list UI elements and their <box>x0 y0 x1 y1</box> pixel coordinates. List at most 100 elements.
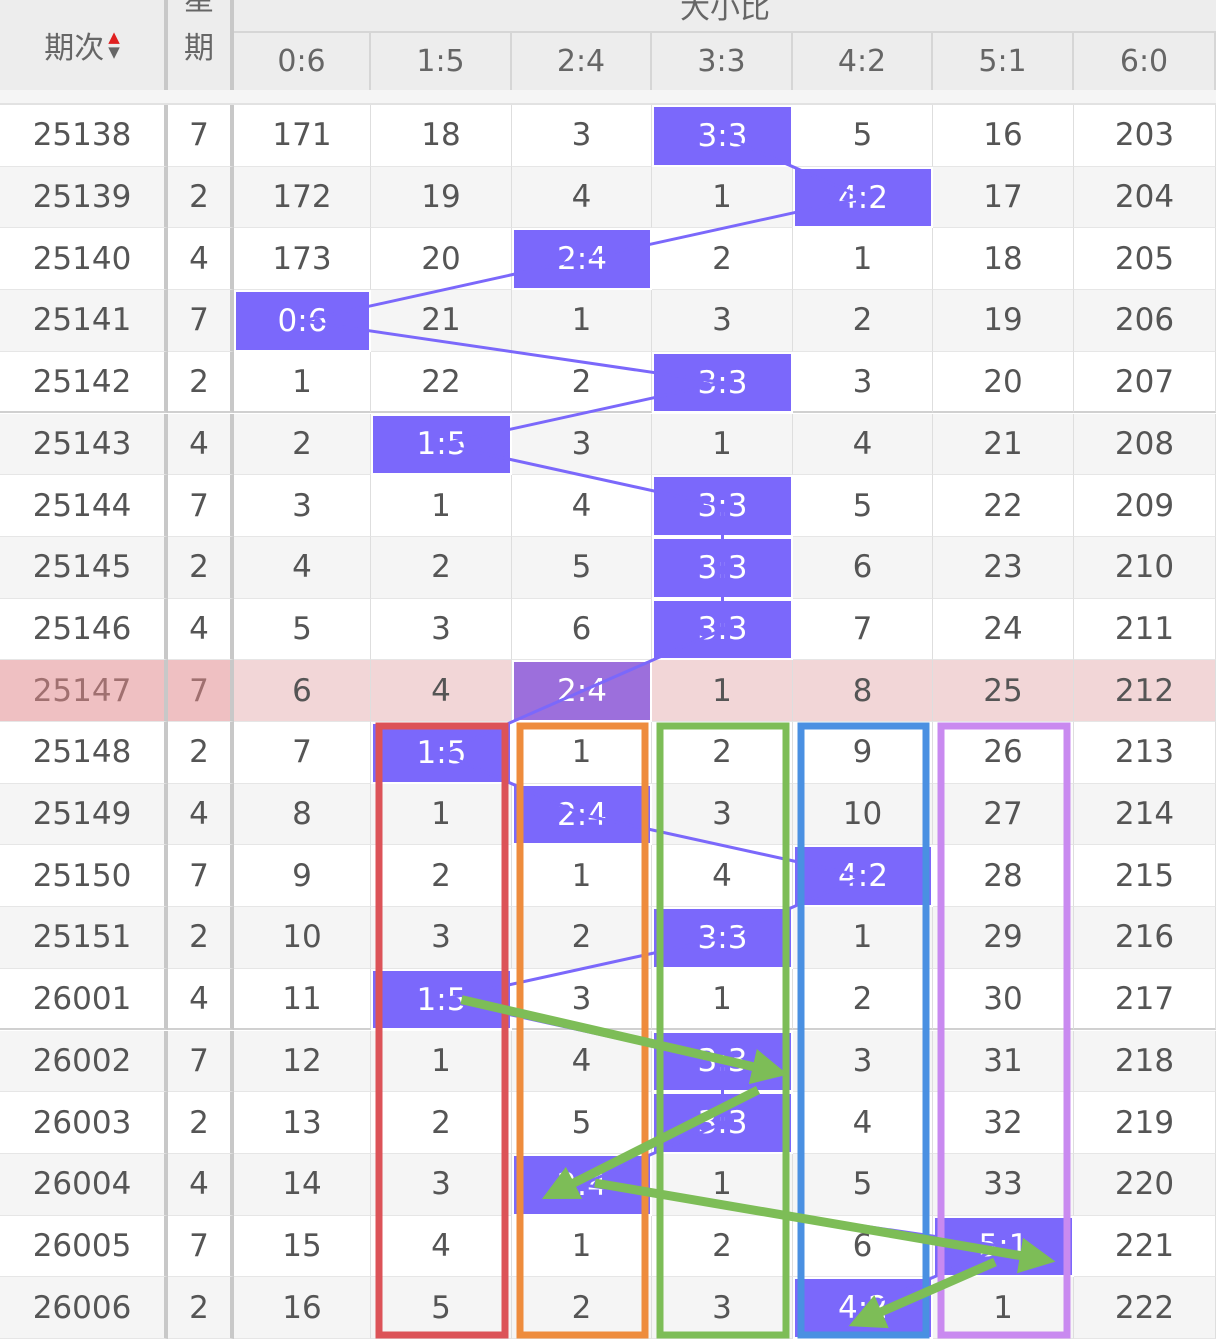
weekday-header-line2: 期 <box>184 31 214 66</box>
miss-cell: 19 <box>371 166 512 229</box>
period-header[interactable]: 期次 ▲ ▼ <box>0 0 168 90</box>
miss-cell: 16 <box>234 1277 371 1339</box>
weekday-cell: 2 <box>168 1277 234 1339</box>
period-cell: 26002 <box>0 1030 168 1093</box>
miss-cell: 6 <box>234 660 371 722</box>
weekday-cell: 4 <box>168 783 234 846</box>
miss-cell: 4 <box>652 845 793 908</box>
miss-cell: 10 <box>793 783 933 846</box>
miss-cell: 6 <box>793 1215 933 1278</box>
miss-cell: 3 <box>371 1153 512 1216</box>
period-cell: 25147 <box>0 660 168 722</box>
miss-cell: 1 <box>234 351 371 414</box>
miss-cell: 3 <box>371 907 512 969</box>
miss-cell: 4 <box>371 1215 512 1278</box>
weekday-cell: 2 <box>168 907 234 969</box>
hit-cell: 3:3 <box>652 351 793 414</box>
sort-up-icon[interactable]: ▲ <box>108 28 120 46</box>
miss-cell: 2 <box>512 1277 652 1339</box>
miss-cell: 3 <box>652 783 793 846</box>
miss-cell: 15 <box>234 1215 371 1278</box>
miss-cell: 1 <box>933 1277 1074 1339</box>
miss-cell: 5 <box>793 105 933 167</box>
miss-cell: 5 <box>512 536 652 599</box>
miss-cell: 215 <box>1074 845 1216 908</box>
miss-cell: 1 <box>371 1030 512 1093</box>
miss-cell: 18 <box>933 228 1074 291</box>
miss-cell: 11 <box>234 968 371 1031</box>
miss-cell: 16 <box>933 105 1074 167</box>
miss-cell: 1 <box>793 228 933 291</box>
miss-cell: 12 <box>234 1030 371 1093</box>
miss-cell: 1 <box>371 783 512 846</box>
miss-cell: 3 <box>371 598 512 661</box>
hit-cell: 4:2 <box>793 845 933 908</box>
miss-cell: 9 <box>234 845 371 908</box>
weekday-cell: 4 <box>168 598 234 661</box>
miss-cell: 2 <box>652 228 793 291</box>
miss-cell: 27 <box>933 783 1074 846</box>
hit-cell: 2:4 <box>512 1153 652 1216</box>
period-cell: 25141 <box>0 290 168 352</box>
weekday-cell: 2 <box>168 536 234 599</box>
weekday-cell: 2 <box>168 351 234 414</box>
weekday-header: 星 期 <box>168 0 234 90</box>
miss-cell: 1 <box>512 1215 652 1278</box>
sort-icon[interactable]: ▲ ▼ <box>108 30 120 60</box>
miss-cell: 18 <box>371 105 512 167</box>
miss-cell: 19 <box>933 290 1074 352</box>
miss-cell: 204 <box>1074 166 1216 229</box>
hit-cell: 3:3 <box>652 598 793 661</box>
miss-cell: 21 <box>933 413 1074 476</box>
hit-cell: 5:1 <box>933 1215 1074 1278</box>
period-cell: 26006 <box>0 1277 168 1339</box>
miss-cell: 4 <box>234 536 371 599</box>
sort-down-icon[interactable]: ▼ <box>108 43 120 61</box>
miss-cell: 4 <box>512 166 652 229</box>
weekday-cell: 7 <box>168 660 234 722</box>
weekday-cell: 2 <box>168 1092 234 1154</box>
miss-cell: 5 <box>234 598 371 661</box>
miss-cell: 21 <box>371 290 512 352</box>
miss-cell: 2 <box>234 413 371 476</box>
miss-cell: 9 <box>793 722 933 784</box>
weekday-header-line1: 星 <box>184 0 214 18</box>
spacer-row <box>0 90 1216 105</box>
miss-cell: 3 <box>512 968 652 1031</box>
miss-cell: 2 <box>512 907 652 969</box>
group-header: 大小比 <box>234 0 1216 33</box>
miss-cell: 20 <box>371 228 512 291</box>
hit-cell: 2:4 <box>512 228 652 291</box>
hit-cell: 3:3 <box>652 536 793 599</box>
miss-cell: 32 <box>933 1092 1074 1154</box>
weekday-cell: 2 <box>168 166 234 229</box>
miss-cell: 24 <box>933 598 1074 661</box>
miss-cell: 26 <box>933 722 1074 784</box>
weekday-cell: 7 <box>168 845 234 908</box>
miss-cell: 4 <box>371 660 512 722</box>
column-header-5-1: 5:1 <box>933 33 1074 90</box>
column-header-4-2: 4:2 <box>793 33 933 90</box>
period-cell: 25138 <box>0 105 168 167</box>
miss-cell: 13 <box>234 1092 371 1154</box>
period-cell: 25140 <box>0 228 168 291</box>
period-cell: 26003 <box>0 1092 168 1154</box>
miss-cell: 6 <box>512 598 652 661</box>
miss-cell: 4 <box>512 475 652 537</box>
miss-cell: 1 <box>512 722 652 784</box>
period-cell: 26001 <box>0 968 168 1031</box>
miss-cell: 3 <box>512 105 652 167</box>
miss-cell: 14 <box>234 1153 371 1216</box>
weekday-cell: 7 <box>168 1215 234 1278</box>
miss-cell: 1 <box>652 413 793 476</box>
hit-cell: 2:4 <box>512 783 652 846</box>
period-cell: 25143 <box>0 413 168 476</box>
miss-cell: 2 <box>793 290 933 352</box>
miss-cell: 3 <box>793 351 933 414</box>
miss-cell: 207 <box>1074 351 1216 414</box>
miss-cell: 222 <box>1074 1277 1216 1339</box>
miss-cell: 2 <box>652 722 793 784</box>
miss-cell: 4 <box>793 413 933 476</box>
weekday-cell: 7 <box>168 1030 234 1093</box>
miss-cell: 10 <box>234 907 371 969</box>
